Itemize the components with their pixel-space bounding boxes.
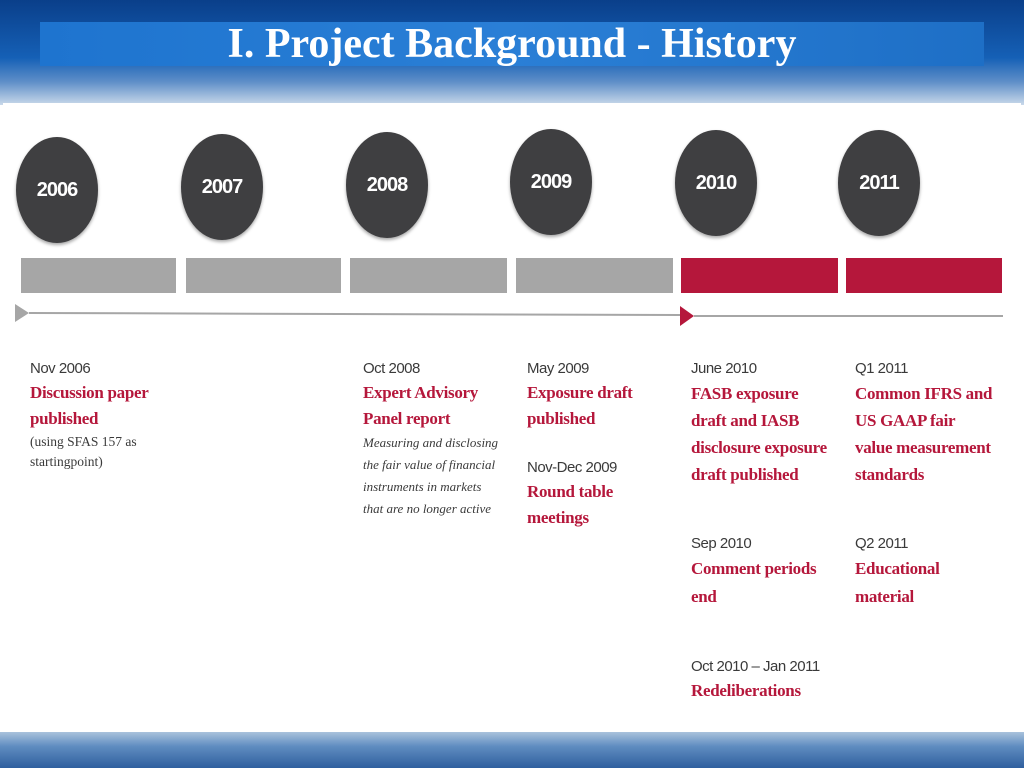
event-title-line: Round table — [527, 482, 613, 501]
event-title-line: value measurement — [855, 438, 991, 457]
event-date: Sep 2010 — [691, 535, 752, 552]
event-q2-2011: Q2 2011 Educational material — [855, 533, 1015, 611]
event-title-line: draft and IASB — [691, 411, 800, 430]
event-date: Q1 2011 — [855, 360, 908, 377]
year-bar-2010 — [681, 258, 838, 293]
year-circle-2007: 2007 — [181, 134, 263, 240]
slide-footer-background — [0, 732, 1024, 768]
event-title-line: FASB exposure — [691, 384, 799, 403]
event-title-line: disclosure exposure — [691, 438, 827, 457]
event-oct-2008: Oct 2008 Expert Advisory Panel report Me… — [363, 358, 513, 520]
event-title-line: Exposure draft — [527, 383, 633, 402]
event-date: May 2009 — [527, 360, 589, 377]
event-q1-2011: Q1 2011 Common IFRS and US GAAP fair val… — [855, 358, 1015, 488]
timeline-past-line — [28, 312, 681, 316]
timeline-now-triangle-icon — [680, 306, 694, 326]
title-band — [40, 22, 984, 66]
event-date: Nov-Dec 2009 — [527, 459, 617, 476]
year-bar-2007 — [186, 258, 341, 293]
event-june-2010: June 2010 FASB exposure draft and IASB d… — [691, 358, 851, 488]
event-title-line: Common IFRS and — [855, 384, 993, 403]
event-note-line: (using SFAS 157 as — [30, 434, 137, 449]
timeline-arrow — [15, 304, 1003, 326]
event-date: Oct 2008 — [363, 360, 420, 377]
year-bar-2011 — [846, 258, 1002, 293]
event-nov-2006: Nov 2006 Discussion paper published (usi… — [30, 358, 190, 472]
event-title-line: US GAAP fair — [855, 411, 956, 430]
year-circle-2011: 2011 — [838, 130, 920, 236]
event-title-line: Educational — [855, 559, 940, 578]
event-title-line: Panel report — [363, 409, 451, 428]
event-title-line: Expert Advisory — [363, 383, 478, 402]
year-bar-2009 — [516, 258, 673, 293]
slide-title: I. Project Background - History — [227, 21, 797, 67]
event-may-2009: May 2009 Exposure draft published — [527, 358, 687, 432]
event-note-line: instruments in markets — [363, 479, 482, 494]
event-title-line: Comment periods — [691, 559, 817, 578]
event-date: June 2010 — [691, 360, 757, 377]
event-title-line: Redeliberations — [691, 681, 801, 700]
event-note-line: startingpoint) — [30, 454, 103, 469]
year-circle-2008: 2008 — [346, 132, 428, 238]
event-title-line: material — [855, 587, 914, 606]
event-title-line: Discussion paper — [30, 383, 149, 402]
event-title-line: published — [30, 409, 99, 428]
year-bar-2008 — [350, 258, 507, 293]
event-title-line: published — [527, 409, 596, 428]
event-title-line: draft published — [691, 465, 799, 484]
timeline-start-triangle-icon — [15, 304, 29, 322]
event-note-line: that are no longer active — [363, 501, 492, 516]
event-date: Nov 2006 — [30, 360, 91, 377]
year-bar-2006 — [21, 258, 176, 293]
year-circle-2006: 2006 — [16, 137, 98, 243]
event-title-line: standards — [855, 465, 925, 484]
event-nov-dec-2009: Nov-Dec 2009 Round table meetings — [527, 457, 687, 531]
event-date: Oct 2010 – Jan 2011 — [691, 658, 820, 675]
event-date: Q2 2011 — [855, 535, 908, 552]
event-note-line: Measuring and disclosing — [363, 435, 499, 450]
year-circle-2010: 2010 — [675, 130, 757, 236]
event-sep-2010: Sep 2010 Comment periods end — [691, 533, 851, 611]
event-title-line: end — [691, 587, 717, 606]
event-oct-2010-jan-2011: Oct 2010 – Jan 2011 Redeliberations — [691, 656, 861, 704]
year-circle-2009: 2009 — [510, 129, 592, 235]
event-note-line: the fair value of financial — [363, 457, 496, 472]
event-title-line: meetings — [527, 508, 589, 527]
